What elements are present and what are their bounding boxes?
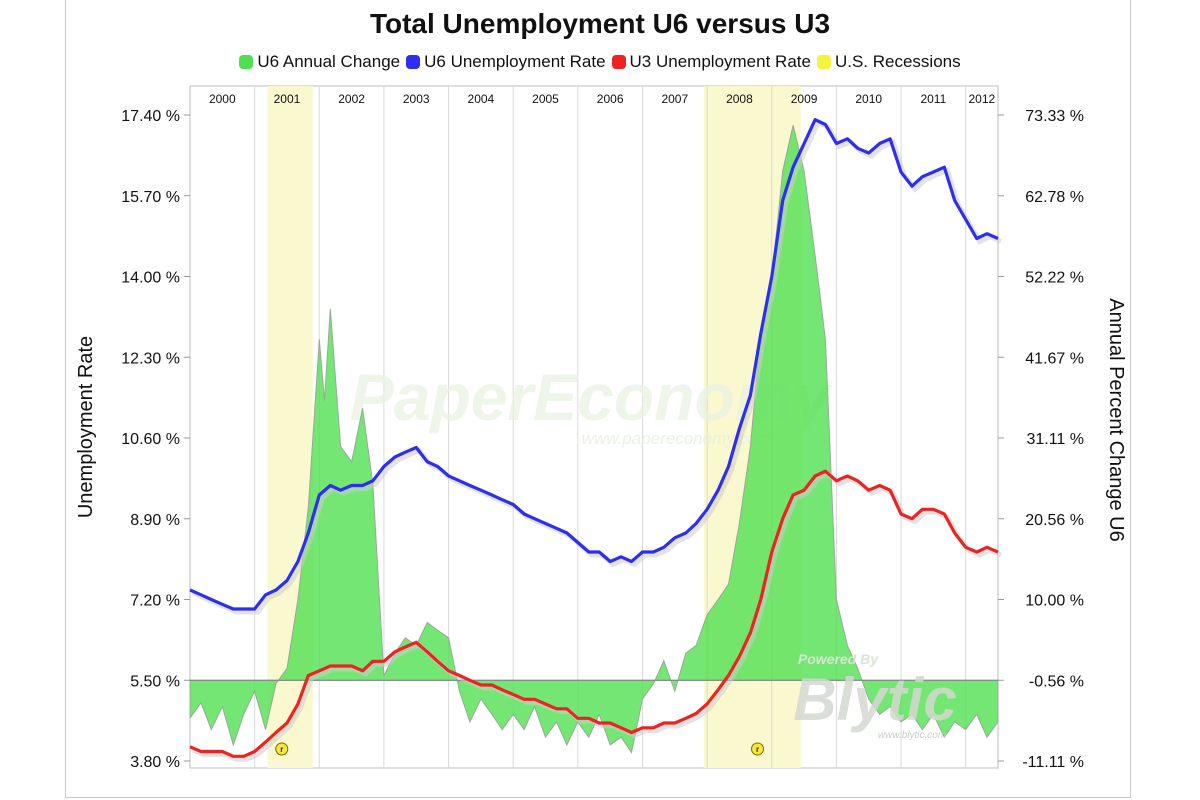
y-axis-title: Unemployment Rate	[75, 336, 97, 518]
legend-swatch	[239, 55, 254, 69]
powered-by-label: Powered By	[798, 651, 879, 667]
y2-tick-label: 41.67 %	[1025, 350, 1084, 367]
legend-swatch	[816, 55, 831, 69]
year-label: 2008	[726, 92, 753, 106]
y2-tick-label: 10.00 %	[1025, 593, 1084, 610]
year-label: 2003	[403, 92, 430, 106]
year-label: 2002	[338, 92, 365, 106]
series-line-u3-rate	[189, 469, 999, 758]
recession-marker-label: r	[280, 745, 283, 754]
brand-url: www.blytic.com	[878, 730, 946, 741]
year-label: 2004	[468, 92, 495, 106]
y-tick-label: 12.30 %	[121, 350, 180, 367]
legend-item[interactable]: U6 Unemployment Rate	[406, 52, 606, 72]
chart-title: Total Unemployment U6 versus U3	[369, 8, 831, 39]
legend-swatch	[611, 55, 626, 69]
year-label: 2000	[209, 92, 236, 106]
y2-tick-label: 62.78 %	[1025, 189, 1084, 206]
legend-item[interactable]: U3 Unemployment Rate	[611, 52, 811, 72]
y-tick-label: 5.50 %	[130, 673, 180, 690]
y-tick-label: 10.60 %	[121, 431, 180, 448]
year-label: 2011	[920, 92, 946, 106]
legend-swatch	[406, 55, 421, 69]
y-tick-label: 14.00 %	[121, 270, 180, 287]
y-tick-label: 8.90 %	[130, 512, 180, 529]
legend-item[interactable]: U.S. Recessions	[816, 52, 961, 72]
y2-tick-label: 52.22 %	[1025, 270, 1084, 287]
y2-tick-label: 73.33 %	[1025, 108, 1084, 125]
y2-tick-label: 20.56 %	[1025, 512, 1084, 529]
y2-tick-label: -0.56 %	[1029, 673, 1084, 690]
legend-label: U3 Unemployment Rate	[629, 52, 811, 71]
y2-tick-label: -11.11 %	[1022, 754, 1084, 771]
y-tick-label: 17.40 %	[121, 108, 180, 125]
year-label: 2007	[661, 92, 688, 106]
legend-item[interactable]: U6 Annual Change	[239, 52, 400, 72]
series-area-u6-annual-change	[189, 125, 999, 754]
recession-marker-label: r	[756, 745, 759, 754]
y2-axis-title: Annual Percent Change U6	[1105, 298, 1127, 542]
recession-marker[interactable]	[275, 742, 289, 756]
brand-watermark: Blytic	[793, 666, 956, 733]
year-label: 2005	[532, 92, 559, 106]
year-label: 2009	[791, 92, 818, 106]
y-tick-label: 7.20 %	[130, 593, 180, 610]
y-tick-label: 3.80 %	[130, 754, 180, 771]
legend: U6 Annual Change U6 Unemployment Rate U3 U…	[0, 52, 1200, 72]
legend-label: U.S. Recessions	[834, 52, 961, 71]
chart-frame	[65, 0, 1131, 798]
year-label: 2001	[274, 92, 301, 106]
y-tick-label: 15.70 %	[121, 189, 180, 206]
legend-label: U6 Unemployment Rate	[424, 52, 606, 71]
series-line-u6-rate	[189, 118, 999, 611]
y2-tick-label: 31.11 %	[1026, 431, 1084, 448]
recession-marker[interactable]	[751, 742, 765, 756]
legend-label: U6 Annual Change	[257, 52, 401, 71]
year-label: 2006	[597, 92, 624, 106]
year-label: 2010	[855, 92, 882, 106]
year-label: 2012	[968, 92, 995, 106]
watermark-url: www.papereconomy.com	[582, 429, 771, 448]
